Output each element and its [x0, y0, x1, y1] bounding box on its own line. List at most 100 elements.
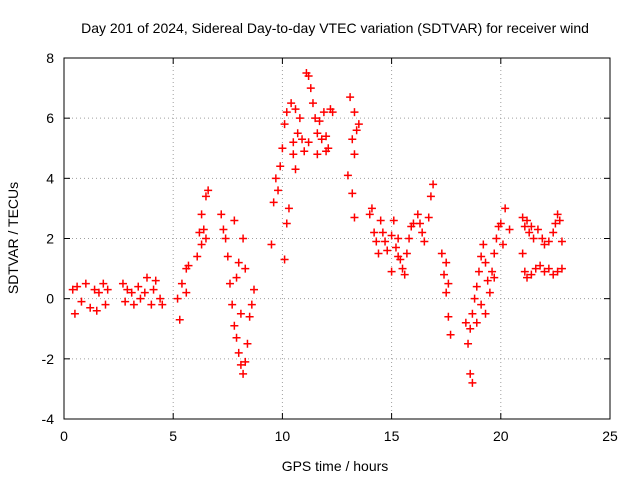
data-point — [315, 117, 324, 126]
data-point — [424, 213, 433, 222]
data-point — [278, 144, 287, 153]
chart-title: Day 201 of 2024, Sidereal Day-to-day VTE… — [81, 20, 589, 36]
axis-ticks: 0 5 10 15 20 25 -4 -2 0 2 4 6 8 — [42, 50, 618, 444]
data-point — [544, 264, 553, 273]
data-point — [276, 162, 285, 171]
data-point — [81, 279, 90, 288]
data-point — [73, 282, 82, 291]
data-point — [313, 150, 322, 159]
data-point — [518, 249, 527, 258]
data-point — [348, 189, 357, 198]
data-point — [523, 216, 532, 225]
data-point — [365, 210, 374, 219]
data-point — [86, 303, 95, 312]
data-point — [555, 216, 564, 225]
data-point — [415, 219, 424, 228]
data-point — [527, 270, 536, 279]
data-point — [158, 300, 167, 309]
data-point — [520, 267, 529, 276]
data-point — [470, 294, 479, 303]
data-point — [413, 210, 422, 219]
data-point — [381, 237, 390, 246]
data-point — [488, 267, 497, 276]
data-point — [289, 150, 298, 159]
data-point — [304, 72, 313, 81]
data-point — [461, 318, 470, 327]
data-point — [77, 297, 86, 306]
data-point — [479, 240, 488, 249]
data-point — [173, 294, 182, 303]
data-point — [142, 273, 151, 282]
data-point — [549, 270, 558, 279]
data-point — [304, 138, 313, 147]
data-point — [156, 294, 165, 303]
data-point — [444, 312, 453, 321]
data-point — [383, 246, 392, 255]
data-point — [490, 273, 499, 282]
data-point — [400, 270, 409, 279]
data-point — [396, 255, 405, 264]
data-point — [394, 234, 403, 243]
data-point — [147, 300, 156, 309]
data-points — [68, 69, 566, 387]
data-point — [354, 120, 363, 129]
data-point — [136, 294, 145, 303]
y-tick-label: 8 — [46, 50, 54, 66]
data-point — [398, 264, 407, 273]
data-point — [374, 249, 383, 258]
data-point — [140, 288, 149, 297]
data-point — [387, 267, 396, 276]
data-point — [485, 288, 494, 297]
data-point — [134, 282, 143, 291]
data-point — [103, 285, 112, 294]
data-point — [322, 147, 331, 156]
data-point — [274, 186, 283, 195]
data-point — [195, 228, 204, 237]
data-point — [387, 231, 396, 240]
data-point — [129, 300, 138, 309]
data-point — [553, 210, 562, 219]
x-tick-label: 25 — [602, 428, 618, 444]
data-point — [468, 378, 477, 387]
data-point — [199, 225, 208, 234]
data-point — [464, 339, 473, 348]
data-point — [426, 192, 435, 201]
data-point — [370, 228, 379, 237]
data-point — [197, 240, 206, 249]
data-point — [446, 330, 455, 339]
data-point — [536, 261, 545, 270]
data-point — [496, 219, 505, 228]
data-point — [527, 222, 536, 231]
data-point — [282, 219, 291, 228]
data-point — [367, 204, 376, 213]
data-point — [505, 225, 514, 234]
data-point — [311, 114, 320, 123]
data-point — [234, 348, 243, 357]
data-point — [118, 279, 127, 288]
data-point — [298, 135, 307, 144]
data-point — [291, 165, 300, 174]
data-point — [350, 150, 359, 159]
data-point — [477, 300, 486, 309]
data-point — [490, 249, 499, 258]
data-point — [466, 369, 475, 378]
data-point — [225, 279, 234, 288]
data-point — [151, 276, 160, 285]
x-tick-label: 10 — [275, 428, 291, 444]
data-point — [99, 279, 108, 288]
data-point — [472, 282, 481, 291]
data-point — [477, 252, 486, 261]
data-point — [501, 204, 510, 213]
data-point — [149, 285, 158, 294]
data-point — [247, 300, 256, 309]
data-point — [551, 219, 560, 228]
data-point — [343, 171, 352, 180]
data-point — [70, 309, 79, 318]
data-point — [544, 237, 553, 246]
data-point — [317, 135, 326, 144]
data-point — [291, 105, 300, 114]
data-point — [241, 357, 250, 366]
data-point — [239, 234, 248, 243]
data-point — [531, 264, 540, 273]
data-point — [182, 288, 191, 297]
